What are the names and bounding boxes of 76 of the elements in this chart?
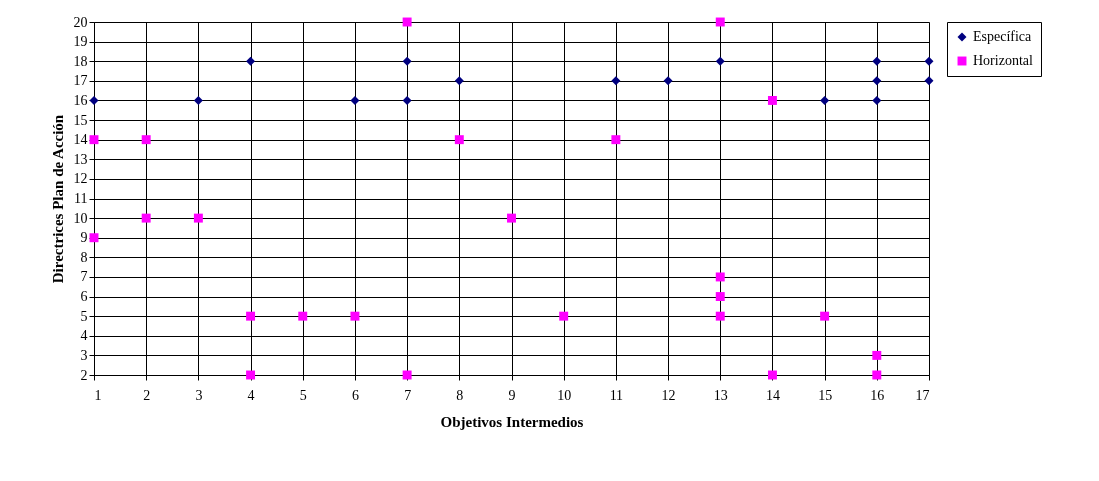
x-tick-label: 12 [661,387,676,403]
point [820,95,830,105]
y-tick-label: 6 [80,289,88,305]
x-tick-label: 17 [915,387,930,403]
point [193,95,203,105]
x-tick-label: 15 [818,387,833,403]
point [193,213,203,223]
x-tick-label: 9 [508,387,516,403]
point [715,272,725,282]
y-tick-label: 18 [73,53,88,69]
y-tick-label: 15 [73,112,88,128]
y-tick-label: 14 [73,132,88,148]
y-tick-label: 17 [73,73,88,89]
y-tick-label: 3 [80,347,88,363]
point [872,350,882,360]
legend-label: Específica [973,29,1033,44]
x-tick-label: 10 [557,387,572,403]
x-tick-label: 5 [299,387,307,403]
point [246,311,256,321]
point [350,95,360,105]
x-tick-label: 11 [609,387,624,403]
point [872,76,882,86]
legend-label: Horizontal [973,53,1033,68]
point [715,56,725,66]
x-tick-label: 2 [143,387,151,403]
x-tick-label: 3 [195,387,203,403]
y-tick-label: 19 [73,34,88,50]
x-tick-label: 7 [404,387,412,403]
point [402,95,412,105]
y-tick-label: 4 [80,328,88,344]
x-tick-label: 4 [247,387,255,403]
y-tick-label: 12 [73,171,88,187]
point [924,76,934,86]
point [454,76,464,86]
x-tick-label: 1 [94,387,102,403]
point [89,135,99,145]
x-tick-label: 16 [870,387,885,403]
y-tick-label: 11 [74,191,88,206]
y-axis-title: Directrices Plan de Acción [49,114,66,284]
y-tick-label: 10 [73,210,88,226]
point [715,311,725,321]
y-tick-label: 8 [80,249,88,265]
point [507,213,516,223]
point [872,95,882,105]
point [715,292,725,302]
point [767,95,777,105]
point [298,311,308,321]
point [246,56,256,66]
y-tick-label: 7 [80,269,88,285]
point [611,135,621,145]
x-axis-title: Objetivos Intermedios [440,413,584,430]
point [454,135,464,145]
x-tick-label: 6 [351,387,359,403]
y-tick-label: 9 [80,230,88,246]
y-tick-label: 16 [73,92,88,108]
point [402,17,412,27]
point [89,233,99,243]
point [924,56,934,66]
point [663,76,673,86]
y-tick-label: 5 [80,308,88,324]
point [350,311,360,321]
point [402,56,412,66]
point [141,213,151,223]
point [559,311,569,321]
point [715,17,725,27]
point [820,311,830,321]
y-tick-label: 20 [73,14,88,30]
point [611,76,621,86]
y-tick-label: 13 [73,151,88,167]
x-tick-label: 8 [456,387,464,403]
x-tick-label: 13 [713,387,728,403]
x-tick-label: 14 [765,387,780,403]
point [141,135,151,145]
point [872,56,882,66]
y-tick-label: 2 [80,367,88,383]
point [89,95,99,105]
